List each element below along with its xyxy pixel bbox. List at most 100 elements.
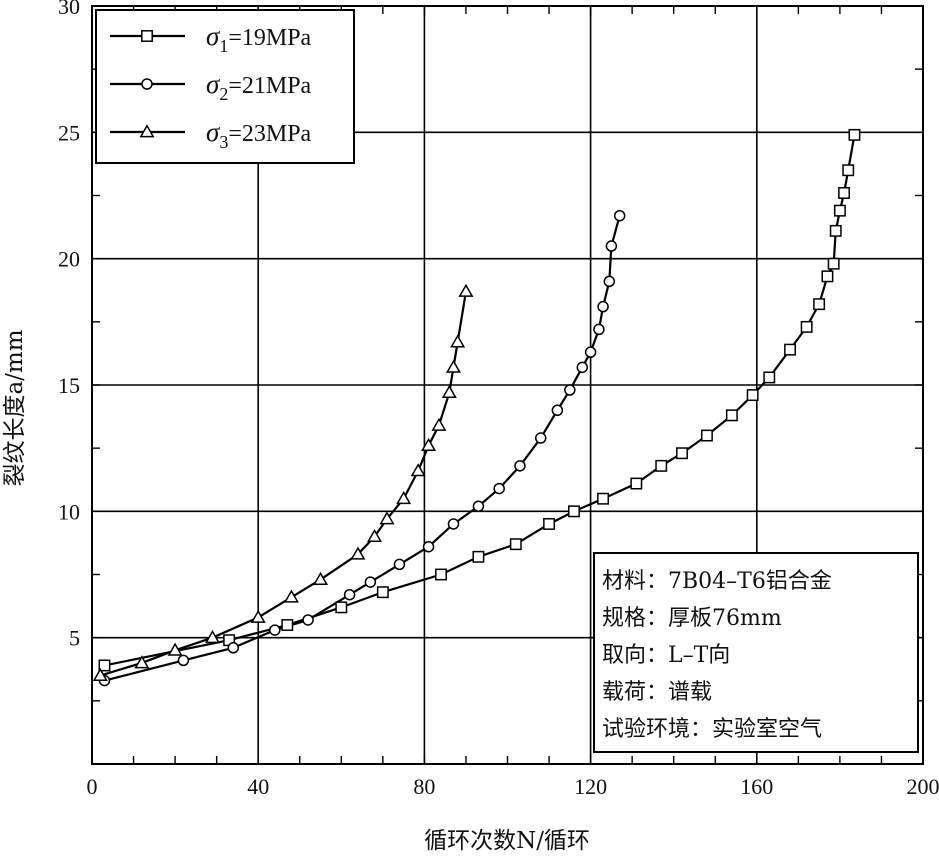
series-1-point <box>655 459 668 472</box>
series-3-point <box>431 417 447 431</box>
info-box-frame <box>593 552 919 753</box>
x-tick-label: 80 <box>413 774 435 799</box>
series-2-point <box>605 240 618 252</box>
info-line-5: 试验环境：实验室空气 <box>602 717 822 742</box>
x-axis-title: 循环次数N/循环 <box>424 828 590 854</box>
series-3-point <box>134 655 150 669</box>
y-tick-label: 15 <box>58 373 80 398</box>
series-2-point <box>393 558 406 571</box>
series-1-point <box>838 187 851 199</box>
series-2-point <box>593 323 605 336</box>
series-3-point <box>445 359 461 373</box>
series-1-point <box>472 550 485 563</box>
series-2-point <box>514 460 526 472</box>
info-line-2: 规格：厚板76mm <box>602 606 782 631</box>
y-tick-label: 5 <box>69 626 80 651</box>
x-tick-label: 40 <box>247 774 269 799</box>
series-line-2 <box>104 215 621 682</box>
series-2-point <box>364 576 377 588</box>
legend-label-2: σ2=21MPa <box>206 69 312 104</box>
series-3-point <box>167 642 183 656</box>
series-1-point <box>435 568 447 581</box>
series-1-point <box>821 270 834 283</box>
series-1-point <box>784 343 796 356</box>
legend-label-3: σ3=23MPa <box>206 117 312 152</box>
series-1-point <box>746 389 759 402</box>
series-line-1 <box>104 134 856 667</box>
series-2-point <box>269 624 281 636</box>
series-line-3 <box>99 291 468 677</box>
series-1-point <box>597 492 610 505</box>
series-1-point <box>800 320 813 333</box>
series-1-point <box>833 204 846 217</box>
x-tick-label: 160 <box>740 774 773 799</box>
series-2-point <box>597 300 609 313</box>
series-2-point <box>613 209 626 222</box>
series-1-point <box>827 257 840 270</box>
series-3-point <box>250 609 266 623</box>
legend-marker-2 <box>141 78 153 90</box>
series-3-point <box>441 384 457 398</box>
series-3-point <box>92 667 108 681</box>
series-3-point <box>283 589 299 603</box>
series-2-point <box>534 432 547 444</box>
legend-label-1: σ1=19MPa <box>206 21 312 56</box>
series-1-point <box>376 586 389 599</box>
series-3-point <box>350 546 366 560</box>
series-2-point <box>493 482 505 495</box>
y-tick-label: 20 <box>58 247 80 272</box>
series-3-point <box>367 528 383 542</box>
series-3-point <box>313 571 329 585</box>
series-2-point <box>576 361 589 374</box>
series-1-point <box>813 298 826 311</box>
series-3-point <box>458 283 474 297</box>
series-1-point <box>700 429 713 442</box>
series-1-point <box>335 601 348 614</box>
y-tick-labels: 5 10 15 20 25 30 <box>58 0 80 651</box>
series-2-point <box>177 654 190 667</box>
series-2-point <box>422 540 435 553</box>
series-1-point <box>630 477 643 490</box>
series-1-point <box>676 447 688 460</box>
series-2-point <box>551 404 564 417</box>
series-2-point <box>447 518 460 530</box>
y-tick-label: 25 <box>58 120 80 145</box>
series-3-point <box>450 334 466 348</box>
series-2-point <box>584 346 597 358</box>
series-2-point <box>472 500 485 513</box>
series-1-point <box>725 409 738 422</box>
series-3-point <box>205 629 220 644</box>
y-axis-title: 裂纹长度a/mm <box>2 329 28 486</box>
legend-marker-1 <box>141 30 153 42</box>
series-2-point <box>343 588 356 601</box>
x-tick-label: 120 <box>574 774 607 799</box>
y-tick-label: 10 <box>58 499 80 524</box>
series-2-point <box>603 275 616 288</box>
series-3-point <box>421 437 437 452</box>
series-1-point <box>543 518 555 530</box>
info-line-4: 载荷：谱载 <box>602 680 712 705</box>
series-2-point <box>302 614 314 626</box>
legend-entries: σ1=19MPa σ2=21MPa σ3=23MPa <box>110 21 312 152</box>
series-1-point <box>509 538 522 551</box>
series-markers <box>92 128 861 687</box>
series-1-point <box>568 505 580 518</box>
series-1-point <box>842 164 855 177</box>
x-tick-label: 200 <box>907 774 939 799</box>
series-3-point <box>396 490 412 505</box>
series-1-point <box>281 619 294 631</box>
series-1-point <box>763 371 776 384</box>
series-2-point <box>227 642 240 654</box>
series-1-point <box>98 659 111 672</box>
series-3-point <box>379 511 395 525</box>
x-tick-label: 0 <box>87 774 98 799</box>
series-3-point <box>410 463 426 477</box>
legend: σ1=19MPa σ2=21MPa σ3=23MPa <box>95 9 355 164</box>
series-2-point <box>564 384 576 396</box>
series-1-point <box>848 128 861 141</box>
info-line-3: 取向：L–T向 <box>602 643 730 668</box>
x-tick-labels: 0 40 80 120 160 200 <box>87 774 939 799</box>
